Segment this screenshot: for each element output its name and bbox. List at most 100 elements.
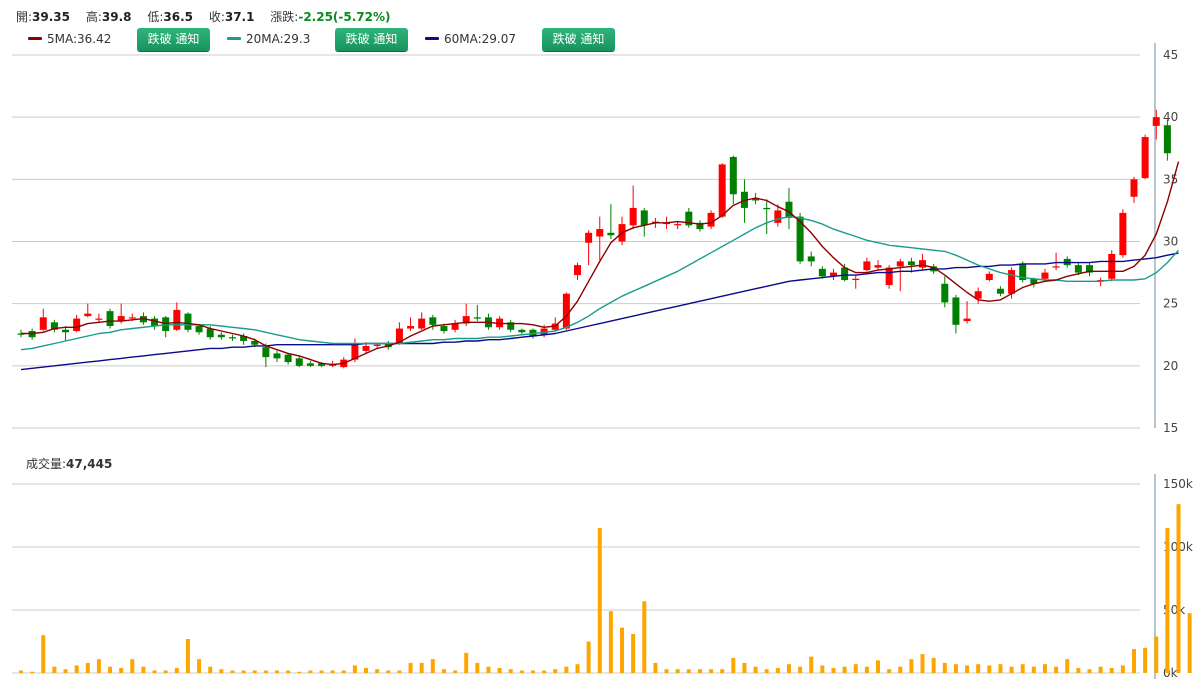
candle-up <box>829 268 837 281</box>
volume-bar <box>475 662 480 673</box>
candle-body <box>640 210 648 226</box>
ma20-line <box>20 215 1180 351</box>
volume-bar <box>41 635 46 673</box>
volume-bar <box>976 664 981 673</box>
volume-summary: 成交量:47,445 <box>26 455 112 472</box>
open-label: 開: <box>16 10 33 24</box>
volume-bar <box>441 669 446 673</box>
volume-bar <box>542 670 547 673</box>
candle-body <box>295 358 303 366</box>
candle-up <box>373 343 381 349</box>
candle-body <box>952 297 960 325</box>
close-value: 37.1 <box>224 10 255 24</box>
candle-down <box>696 220 704 232</box>
candle-body <box>62 329 70 333</box>
ma5-break-notify-button[interactable]: 跌破 通知 <box>137 28 210 51</box>
ma60-swatch <box>425 37 439 40</box>
change-label: 漲跌: <box>270 10 299 24</box>
volume-bar <box>686 669 691 673</box>
candle-down <box>1074 262 1082 276</box>
candle-body <box>607 232 615 236</box>
candle-body <box>50 322 58 330</box>
candle-body <box>273 353 281 359</box>
volume-bar <box>809 656 814 673</box>
volume-bar <box>152 670 157 673</box>
volume-bar <box>1187 613 1192 673</box>
candle-body <box>718 164 726 217</box>
candle-body <box>796 216 804 262</box>
candle-body <box>585 232 593 243</box>
candle-body <box>173 309 181 330</box>
price-gridlines <box>12 54 1140 429</box>
volume-bar <box>519 670 524 673</box>
volume-bar <box>720 669 725 673</box>
volume-bar <box>1120 665 1125 673</box>
volume-bar <box>920 654 925 673</box>
candle-body <box>84 313 92 317</box>
candle-body <box>362 345 370 351</box>
ma20-swatch <box>227 37 241 40</box>
candlestick-series <box>17 109 1171 369</box>
candle-down <box>818 266 826 279</box>
volume-bar <box>553 669 558 673</box>
candle-body <box>785 201 793 218</box>
candle-body <box>941 283 949 303</box>
volume-bar <box>185 638 190 673</box>
volume-bar <box>174 667 179 673</box>
volume-bar <box>697 669 702 673</box>
candle-body <box>128 317 136 319</box>
candle-body <box>217 334 225 338</box>
candle-down <box>1163 119 1171 161</box>
candle-body <box>1019 263 1027 281</box>
candle-down <box>262 343 270 368</box>
volume-bar <box>52 666 57 673</box>
candle-up <box>117 303 125 324</box>
candle-body <box>852 278 860 281</box>
candle-down <box>473 304 481 322</box>
volume-bar <box>352 665 357 673</box>
candle-body <box>752 197 760 201</box>
candle-down <box>1019 261 1027 283</box>
candle-up <box>852 275 860 289</box>
candle-body <box>262 347 270 358</box>
candle-body <box>440 326 448 332</box>
candle-body <box>562 293 570 329</box>
candle-up <box>407 317 415 332</box>
candle-body <box>763 207 771 210</box>
price-tick-label: 30 <box>1163 235 1178 249</box>
candle-down <box>162 316 170 338</box>
candle-down <box>273 350 281 363</box>
candle-up <box>919 253 927 271</box>
ma20-break-notify-button[interactable]: 跌破 通知 <box>335 28 408 51</box>
volume-bar <box>419 662 424 673</box>
open-value: 39.35 <box>32 10 71 24</box>
candle-body <box>151 318 159 327</box>
candle-down <box>1085 262 1093 277</box>
candle-down <box>306 360 314 368</box>
candle-body <box>195 326 203 333</box>
volume-bar <box>208 666 213 673</box>
volume-bar-series <box>19 504 1192 673</box>
moving-average-lines <box>20 161 1180 371</box>
candle-body <box>373 344 381 346</box>
candle-down <box>907 257 915 273</box>
candle-down <box>295 355 303 368</box>
volume-bar <box>653 662 658 673</box>
volume-bar <box>30 671 35 673</box>
candle-up <box>1108 250 1116 282</box>
volume-bar <box>597 528 602 673</box>
volume-bar <box>1065 659 1070 673</box>
candle-body <box>919 260 927 268</box>
volume-bar <box>74 665 79 673</box>
candle-up <box>629 185 637 230</box>
volume-bar <box>85 662 90 673</box>
volume-bar <box>942 662 947 673</box>
ma60-break-notify-button[interactable]: 跌破 通知 <box>542 28 615 51</box>
volume-bar <box>508 669 513 673</box>
volume-bar <box>497 667 502 673</box>
ma60-label: 60MA:29.07 <box>444 32 517 46</box>
volume-bar <box>1020 664 1025 673</box>
ma5-line <box>21 161 1180 366</box>
candle-up <box>863 257 871 272</box>
candle-up <box>1119 209 1127 258</box>
